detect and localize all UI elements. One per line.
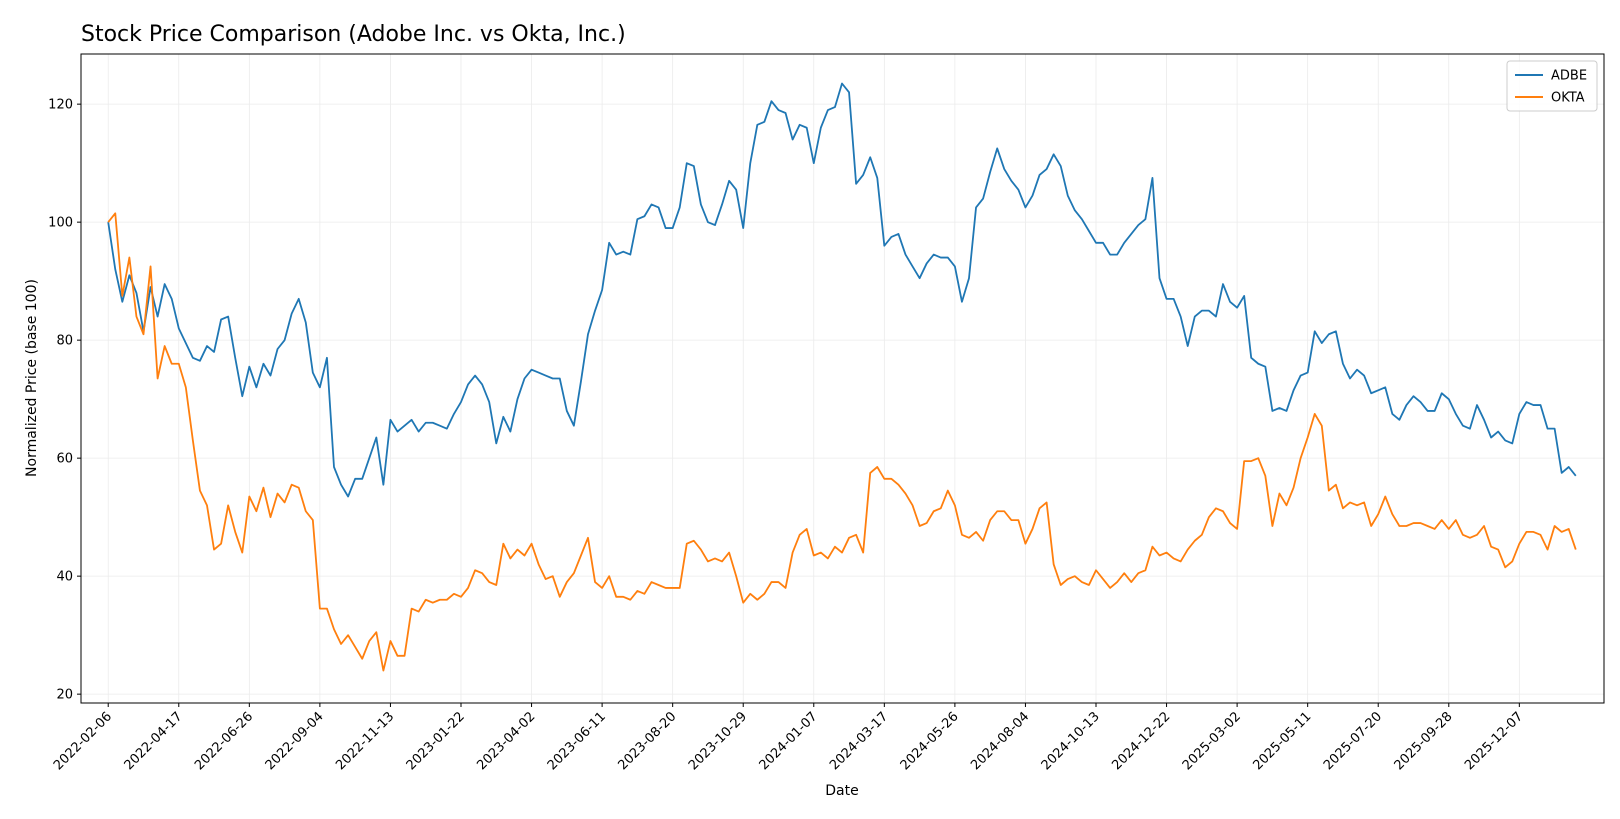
legend: ADBE OKTA — [1506, 60, 1598, 112]
y-tick-label: 100 — [48, 216, 73, 231]
y-tick-label: 80 — [56, 334, 73, 349]
series-line-adbe — [107, 82, 1577, 498]
y-axis: 20 40 60 80 100 120 — [48, 98, 81, 703]
legend-label-okta: OKTA — [1551, 91, 1585, 106]
x-axis-label: Date — [825, 783, 858, 799]
y-tick-label: 20 — [56, 688, 73, 703]
series-line-okta — [107, 212, 1577, 672]
chart-title: Stock Price Comparison (Adobe Inc. vs Ok… — [81, 22, 626, 47]
grid — [81, 54, 1604, 703]
y-axis-label: Normalized Price (base 100) — [24, 279, 40, 477]
legend-label-adbe: ADBE — [1551, 69, 1587, 84]
plot-area — [107, 82, 1577, 672]
y-tick-label: 40 — [56, 570, 73, 585]
y-tick-label: 120 — [48, 98, 73, 113]
legend-box — [1506, 60, 1598, 112]
plot-frame — [80, 53, 1605, 704]
y-tick-label: 60 — [56, 452, 73, 467]
